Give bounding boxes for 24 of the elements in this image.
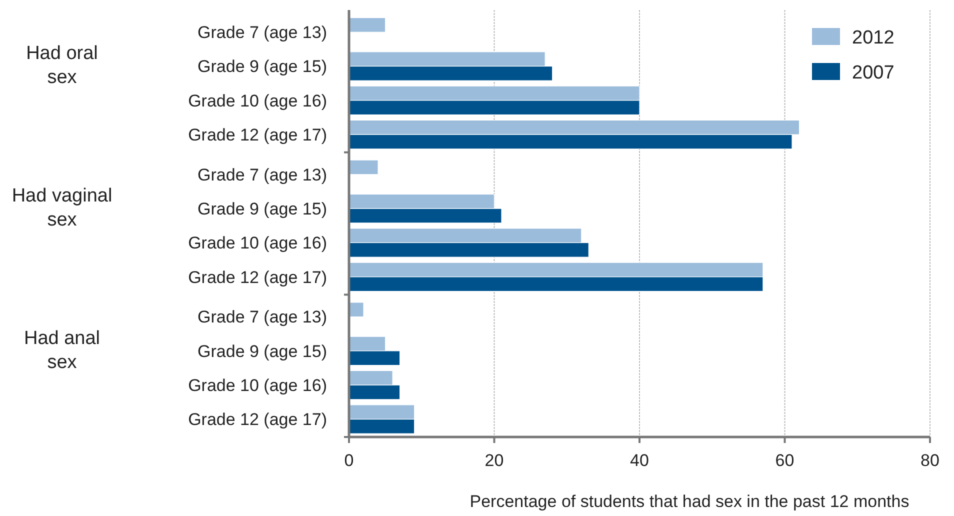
y-tick-label: Grade 7 (age 13) (198, 165, 327, 184)
y-tick-label: Grade 10 (age 16) (188, 376, 327, 396)
y-tick-label: Grade 12 (age 17) (188, 268, 327, 287)
y-tick-label: Grade 10 (age 16) (188, 91, 327, 110)
y-tick-label: Grade 12 (age 17) (188, 410, 327, 430)
x-tick-label: 20 (484, 451, 504, 470)
text: Had oral sex (26, 43, 98, 88)
text: Had anal sex (24, 328, 100, 373)
bar (348, 17, 386, 32)
x-tick-label: 0 (344, 451, 354, 470)
legend-label: 2012 (852, 28, 894, 49)
y-tick-label: Grade 10 (age 16) (188, 234, 327, 253)
y-tick-label: Grade 7 (age 13) (198, 23, 327, 42)
x-axis-title: Percentage of students that had sex in the past 12 months (470, 492, 910, 511)
legend-label: 2007 (852, 62, 894, 84)
y-tick-label: Grade 7 (age 13) (198, 308, 327, 327)
y-tick-label: Grade 9 (age 15) (198, 200, 327, 219)
y-tick-label: Grade 9 (age 15) (198, 57, 327, 76)
x-tick-label: 80 (920, 451, 940, 470)
x-tick-label: 60 (775, 451, 794, 470)
text: Had vaginal sex (12, 186, 112, 230)
x-tick-label: 40 (630, 451, 649, 470)
y-tick-label: Grade 12 (age 17) (188, 126, 327, 145)
y-tick-label: Grade 9 (age 15) (198, 342, 327, 361)
